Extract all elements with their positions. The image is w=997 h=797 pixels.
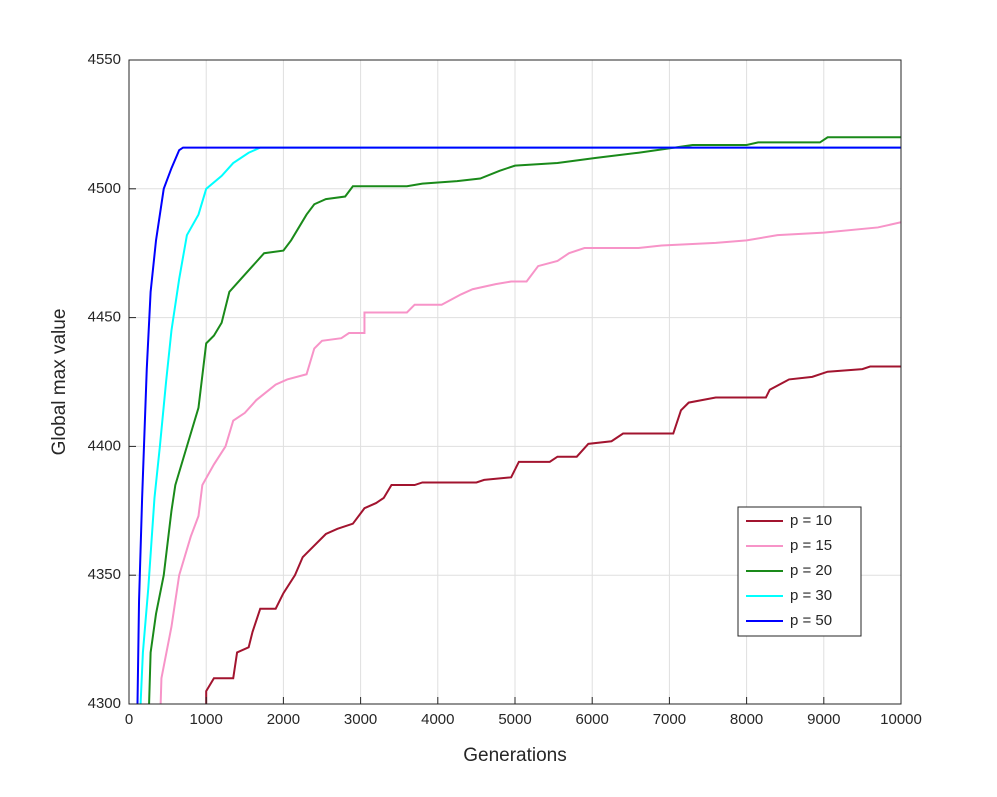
series-line: [159, 221, 901, 704]
series-line: [148, 136, 901, 704]
x-tick-label: 4000: [421, 711, 454, 728]
legend-label: p = 10: [790, 512, 832, 529]
legend-label: p = 30: [790, 587, 832, 604]
x-tick-label: 3000: [344, 711, 377, 728]
series-line: [205, 365, 901, 704]
lines: [136, 136, 901, 704]
x-tick-label: 0: [125, 711, 133, 728]
x-tick-label: 9000: [807, 711, 840, 728]
y-tick-label: 4500: [88, 180, 121, 197]
y-tick-label: 4350: [88, 566, 121, 583]
legend-label: p = 20: [790, 562, 832, 579]
series-line: [136, 146, 901, 704]
x-tick-label: 1000: [190, 711, 223, 728]
legend: p = 10 p = 15 p = 20 p = 30 p = 50: [737, 506, 862, 637]
x-tick-label: 2000: [267, 711, 300, 728]
labels: 0 1000 2000 3000 4000 5000 6000 7000 8000 9000 100…: [88, 51, 922, 728]
legend-label: p = 50: [790, 612, 832, 629]
y-axis-label: Global max value: [49, 309, 70, 456]
legend-label: p = 15: [790, 537, 832, 554]
series-line: [139, 146, 901, 704]
x-tick-label: 6000: [576, 711, 609, 728]
y-tick-label: 4300: [88, 695, 121, 712]
x-tick-label: 7000: [653, 711, 686, 728]
x-tick-label: 8000: [730, 711, 763, 728]
x-tick-label: 10000: [880, 711, 922, 728]
y-tick-label: 4400: [88, 437, 121, 454]
x-tick-label: 5000: [498, 711, 531, 728]
y-tick-label: 4550: [88, 51, 121, 68]
x-axis-label: Generations: [463, 745, 567, 766]
y-tick-label: 4450: [88, 309, 121, 326]
